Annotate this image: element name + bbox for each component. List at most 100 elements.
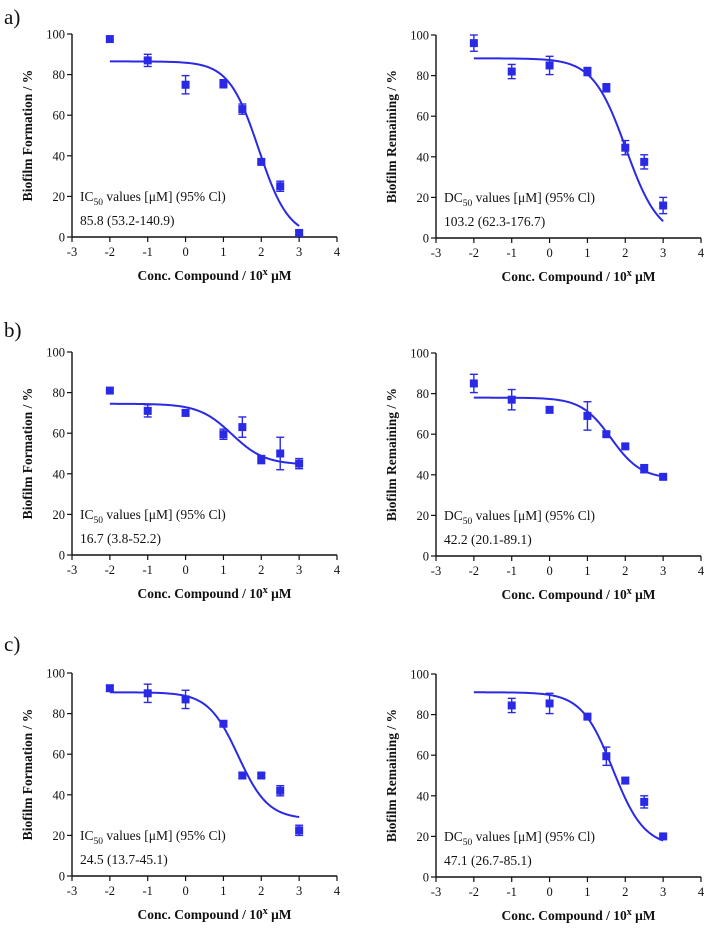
- y-tick-label: 20: [53, 190, 66, 204]
- x-tick-label: -1: [507, 564, 517, 578]
- x-tick-label: 1: [584, 885, 590, 899]
- y-tick-label: 20: [53, 508, 66, 522]
- data-point: [143, 689, 152, 698]
- y-tick-label: 0: [59, 231, 65, 245]
- y-tick-label: 0: [423, 232, 429, 246]
- annotation-header: DC50 values [μM] (95% Cl): [444, 190, 595, 209]
- x-tick-label: -3: [431, 885, 441, 899]
- y-tick-label: 60: [417, 428, 430, 442]
- data-point: [181, 695, 190, 704]
- x-axis-label: Conc. Compound / 10x μM: [501, 907, 655, 923]
- y-tick-label: 100: [410, 347, 429, 361]
- x-tick-label: -2: [469, 885, 479, 899]
- data-point: [276, 786, 285, 795]
- x-tick-label: 2: [258, 563, 264, 577]
- data-point: [659, 472, 668, 481]
- annotation-value: 42.2 (20.1-89.1): [444, 532, 532, 547]
- y-tick-label: 80: [417, 708, 430, 722]
- fit-curve: [473, 396, 664, 478]
- x-tick-label: 0: [546, 885, 552, 899]
- chart-c-ic50: 0 20 40 60 80 100 -3 -2 -1 0 1 2 3 4 Conc. Compound / …: [20, 667, 341, 923]
- data-point: [257, 455, 266, 464]
- x-tick-label: 2: [258, 884, 264, 898]
- x-tick-label: 3: [660, 885, 666, 899]
- y-axis-label: Biofilm Remaining / %: [384, 70, 399, 203]
- row-label-b: b): [4, 318, 22, 342]
- y-tick-label: 60: [417, 749, 430, 763]
- y-tick-label: 40: [53, 149, 66, 163]
- data-point: [257, 157, 266, 166]
- data-point: [238, 105, 247, 114]
- data-point: [257, 771, 266, 780]
- x-tick-label: -3: [431, 246, 441, 260]
- data-point: [276, 449, 285, 458]
- y-tick-label: 100: [46, 346, 65, 360]
- chart-a-dc50: 0 20 40 60 80 100 -3 -2 -1 0 1 2 3 4 Conc. Compound / …: [384, 29, 705, 285]
- y-tick-label: 80: [53, 707, 66, 721]
- x-tick-label: -3: [431, 564, 441, 578]
- data-point: [469, 379, 478, 388]
- x-tick-label: 0: [182, 884, 188, 898]
- x-tick-label: 0: [182, 245, 188, 259]
- y-tick-label: 20: [417, 509, 430, 523]
- x-tick-label: 3: [296, 884, 302, 898]
- data-point: [295, 826, 304, 835]
- x-tick-label: 4: [698, 246, 705, 260]
- data-point: [181, 408, 190, 417]
- x-tick-label: 3: [296, 563, 302, 577]
- x-tick-label: -2: [105, 245, 115, 259]
- x-tick-label: 2: [622, 564, 628, 578]
- y-axis-label: Biofilm Formation / %: [20, 709, 35, 841]
- fit-curve: [109, 60, 300, 227]
- x-axis-label: Conc. Compound / 10x μM: [137, 906, 291, 922]
- y-tick-label: 60: [53, 109, 66, 123]
- data-point: [143, 56, 152, 65]
- x-tick-label: 1: [584, 246, 590, 260]
- data-point: [583, 712, 592, 721]
- y-tick-label: 40: [53, 467, 66, 481]
- y-tick-label: 0: [59, 549, 65, 563]
- chart-b-ic50: 0 20 40 60 80 100 -3 -2 -1 0 1 2 3 4 Conc. Compound / …: [20, 346, 341, 602]
- data-point: [238, 771, 247, 780]
- y-tick-label: 80: [53, 386, 66, 400]
- data-point: [583, 411, 592, 420]
- data-point: [602, 83, 611, 92]
- x-tick-label: -2: [469, 564, 479, 578]
- fit-curve: [473, 691, 664, 842]
- data-point: [545, 61, 554, 70]
- data-point: [659, 201, 668, 210]
- x-tick-label: -2: [105, 884, 115, 898]
- data-point: [219, 430, 228, 439]
- x-tick-label: -2: [105, 563, 115, 577]
- data-point: [621, 776, 630, 785]
- row-label-c: c): [4, 632, 20, 656]
- x-tick-label: 4: [698, 564, 705, 578]
- data-point: [621, 143, 630, 152]
- x-tick-label: 0: [546, 246, 552, 260]
- x-tick-label: 2: [622, 246, 628, 260]
- annotation-value: 85.8 (53.2-140.9): [80, 213, 175, 228]
- y-tick-label: 80: [417, 387, 430, 401]
- x-tick-label: 0: [546, 564, 552, 578]
- data-point: [105, 684, 114, 693]
- data-point: [640, 464, 649, 473]
- annotation-value: 47.1 (26.7-85.1): [444, 853, 532, 868]
- x-tick-label: 3: [296, 245, 302, 259]
- x-tick-label: -1: [143, 884, 153, 898]
- data-point: [640, 797, 649, 806]
- x-tick-label: 1: [584, 564, 590, 578]
- data-point: [583, 67, 592, 76]
- x-tick-label: -1: [143, 245, 153, 259]
- data-point: [507, 701, 516, 710]
- data-point: [295, 459, 304, 468]
- x-tick-label: 0: [182, 563, 188, 577]
- x-axis-label: Conc. Compound / 10x μM: [501, 586, 655, 602]
- fit-curve: [473, 57, 664, 222]
- chart-b-dc50: 0 20 40 60 80 100 -3 -2 -1 0 1 2 3 4 Conc. Compound / …: [384, 347, 705, 603]
- annotation-header: IC50 values [μM] (95% Cl): [80, 507, 226, 526]
- y-axis-label: Biofilm Remaining / %: [384, 388, 399, 521]
- x-tick-label: -1: [507, 885, 517, 899]
- data-point: [276, 182, 285, 191]
